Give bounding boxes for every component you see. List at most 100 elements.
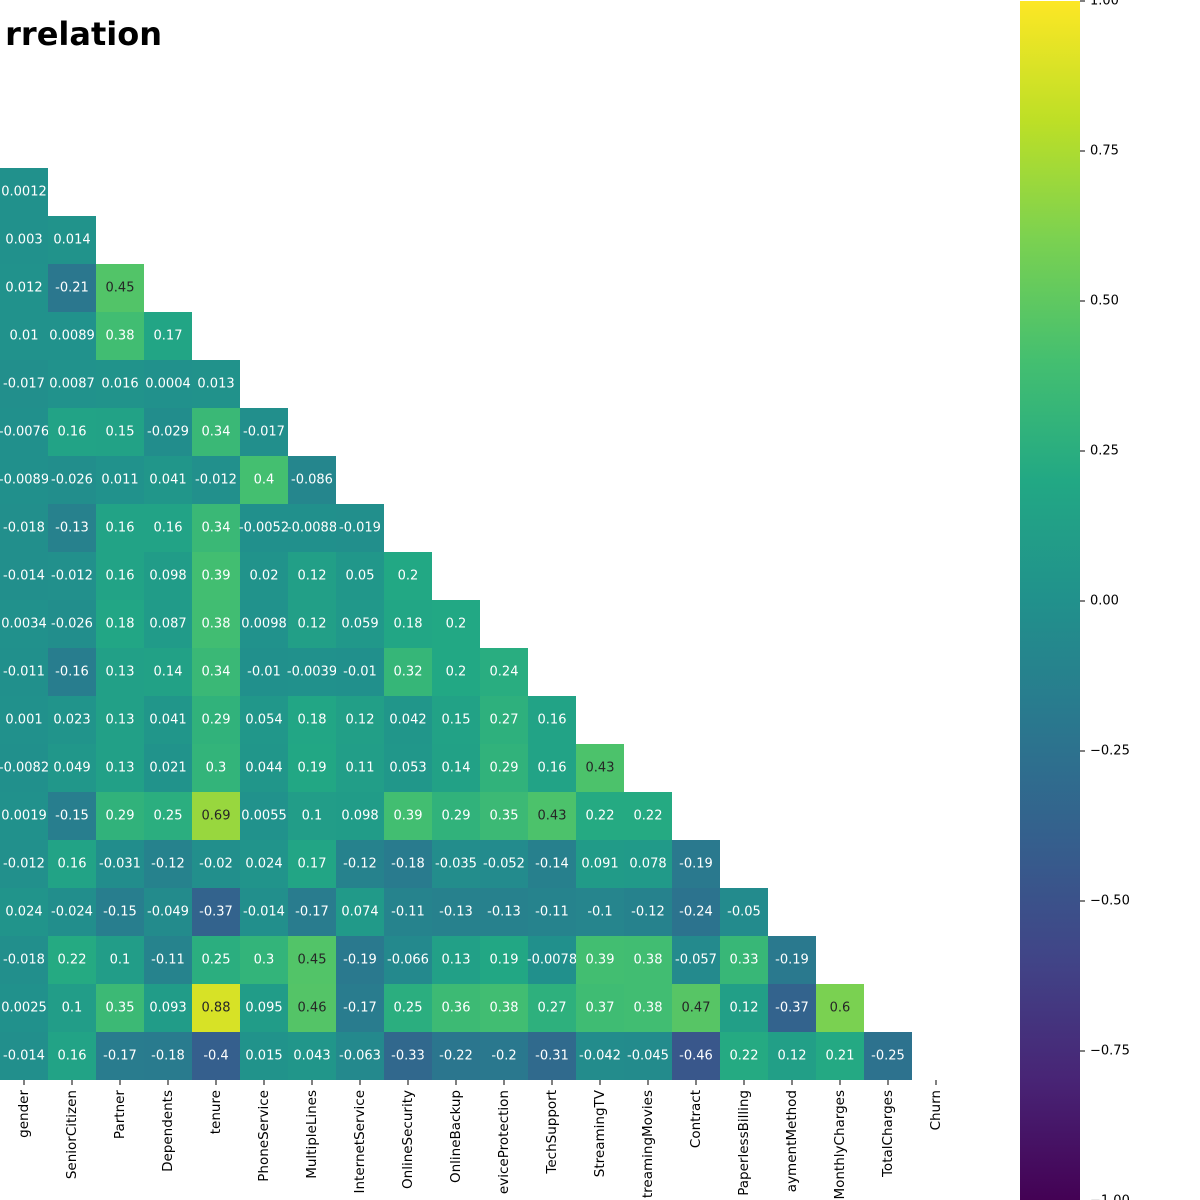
heatmap-cell [432, 888, 480, 936]
cell-label: 0.12 [778, 1049, 807, 1064]
heatmap-cell [144, 360, 192, 408]
cell-label: 0.29 [202, 713, 231, 728]
colorbar-tick-label: −0.25 [1090, 744, 1130, 759]
heatmap-cell [576, 840, 624, 888]
heatmap-cell [48, 1032, 96, 1080]
cell-label: 0.16 [58, 857, 87, 872]
heatmap-cell [144, 792, 192, 840]
cell-label: -0.18 [151, 1049, 185, 1064]
heatmap-cell [0, 744, 48, 792]
cell-label: 0.1 [302, 809, 323, 824]
heatmap-cell [144, 552, 192, 600]
heatmap-cell [96, 312, 144, 360]
heatmap-cell [720, 888, 768, 936]
cell-label: -0.15 [55, 809, 89, 824]
cell-label: -0.057 [675, 953, 717, 968]
heatmap-cell [480, 792, 528, 840]
heatmap-cell [144, 504, 192, 552]
cell-label: 0.014 [53, 233, 90, 248]
heatmap-cell [336, 792, 384, 840]
heatmap-cell [624, 792, 672, 840]
cell-label: -0.25 [871, 1049, 905, 1064]
heatmap-cell [384, 840, 432, 888]
heatmap-cell [0, 312, 48, 360]
heatmap-cell [240, 744, 288, 792]
cell-label: 0.098 [341, 809, 378, 824]
cell-label: 0.29 [442, 809, 471, 824]
heatmap-cell [192, 504, 240, 552]
cell-label: 0.2 [398, 569, 419, 584]
cell-label: 0.33 [730, 953, 759, 968]
heatmap-cell [288, 936, 336, 984]
heatmap-cell [192, 936, 240, 984]
heatmap-cell [96, 456, 144, 504]
x-tick-label: SeniorCitizen [64, 1090, 80, 1179]
cell-label: 0.22 [586, 809, 615, 824]
heatmap-cell [432, 984, 480, 1032]
heatmap-cell [480, 888, 528, 936]
heatmap-cell [0, 840, 48, 888]
heatmap-cell [48, 744, 96, 792]
cell-label: 0.054 [245, 713, 282, 728]
cell-label: 0.22 [730, 1049, 759, 1064]
cell-label: 0.0019 [1, 809, 47, 824]
cell-label: 0.091 [581, 857, 618, 872]
heatmap-cell [384, 552, 432, 600]
x-tick-label: InternetService [352, 1090, 368, 1194]
cell-label: 0.16 [106, 521, 135, 536]
cell-label: 0.14 [442, 761, 471, 776]
cell-label: 0.0012 [1, 185, 47, 200]
x-tick-label: PaperlessBilling [736, 1090, 752, 1196]
heatmap-cell [432, 1032, 480, 1080]
x-tick-label: treamingMovies [640, 1090, 656, 1198]
cell-label: -0.0078 [527, 953, 577, 968]
cell-label: -0.18 [391, 857, 425, 872]
heatmap-cell [0, 408, 48, 456]
heatmap-cell [528, 936, 576, 984]
cell-label: 0.0055 [241, 809, 287, 824]
heatmap-cell [384, 696, 432, 744]
heatmap-cell [192, 792, 240, 840]
cell-label: -0.22 [439, 1049, 473, 1064]
cell-label: 0.22 [58, 953, 87, 968]
heatmap-cell [48, 552, 96, 600]
heatmap-cell [336, 552, 384, 600]
colorbar-tick-label: −0.75 [1090, 1044, 1130, 1059]
cell-label: 0.1 [110, 953, 131, 968]
cell-label: 0.35 [106, 1001, 135, 1016]
heatmap-cell [96, 600, 144, 648]
cell-label: 0.39 [202, 569, 231, 584]
heatmap-cell [48, 696, 96, 744]
cell-label: 0.16 [106, 569, 135, 584]
cell-label: -0.049 [147, 905, 189, 920]
heatmap-cell [816, 1032, 864, 1080]
cell-label: -0.17 [103, 1049, 137, 1064]
heatmap-cell [672, 840, 720, 888]
cell-label: 0.12 [730, 1001, 759, 1016]
cell-label: -0.13 [439, 905, 473, 920]
heatmap-cell [48, 840, 96, 888]
cell-label: 0.34 [202, 425, 231, 440]
x-tick-label: eviceProtection [496, 1090, 512, 1194]
heatmap-cell [528, 888, 576, 936]
heatmap-cell [528, 696, 576, 744]
cell-label: -0.0082 [0, 761, 49, 776]
cell-label: 0.013 [197, 377, 234, 392]
heatmap-cell [192, 840, 240, 888]
heatmap-cell [240, 600, 288, 648]
cell-label: -0.019 [339, 521, 381, 536]
heatmap-cell [336, 504, 384, 552]
cell-label: 0.6 [830, 1001, 851, 1016]
cell-label: 0.18 [394, 617, 423, 632]
cell-label: -0.2 [491, 1049, 516, 1064]
cell-label: 0.003 [5, 233, 42, 248]
heatmap-cell [336, 936, 384, 984]
x-tick-label: StreamingTV [592, 1089, 608, 1177]
cell-label: -0.19 [775, 953, 809, 968]
cell-label: 0.12 [346, 713, 375, 728]
heatmap-cell [0, 168, 48, 216]
heatmap-cell [0, 984, 48, 1032]
heatmap-cell [480, 984, 528, 1032]
colorbar-tick-label: 1.00 [1090, 0, 1119, 9]
